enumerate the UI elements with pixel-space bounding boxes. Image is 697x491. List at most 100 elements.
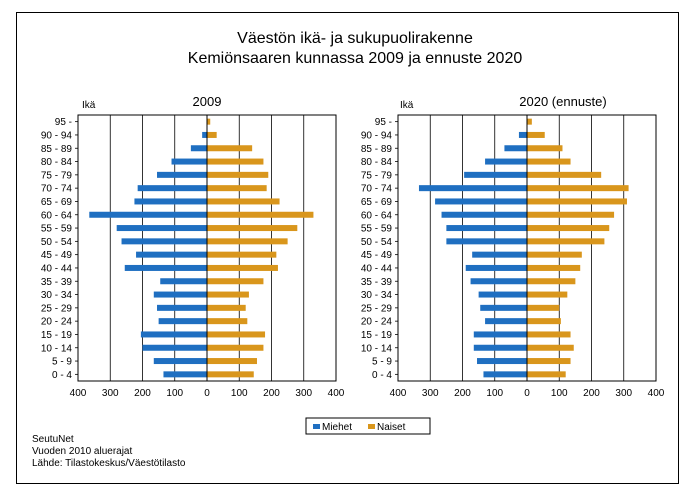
bar-females (207, 225, 298, 232)
bar-females (207, 331, 266, 338)
footer-data-source: Lähde: Tilastokeskus/Väestötilasto (32, 458, 186, 469)
y-axis-label: Ikä (400, 100, 414, 111)
legend-swatch-males (313, 424, 320, 429)
bar-males (441, 211, 527, 218)
bar-males (418, 185, 527, 192)
y-tick-label: 95 - (55, 117, 72, 128)
y-tick-label: 85 - 89 (361, 144, 393, 155)
y-tick-label: 25 - 29 (41, 303, 73, 314)
x-tick-label: 300 (422, 388, 439, 399)
bar-males (134, 198, 207, 205)
x-tick-label: 200 (583, 388, 600, 399)
bar-males (465, 264, 527, 271)
bar-females (527, 371, 566, 378)
bar-males (157, 304, 207, 311)
y-tick-label: 75 - 79 (361, 170, 393, 181)
y-tick-label: 55 - 59 (41, 224, 73, 235)
bar-males (485, 318, 527, 325)
bar-males (202, 131, 207, 138)
x-tick-label: 200 (134, 388, 151, 399)
bar-males (89, 211, 207, 218)
bar-females (207, 131, 217, 138)
y-tick-label: 45 - 49 (361, 250, 393, 261)
bar-males (157, 171, 207, 178)
bar-females (527, 331, 571, 338)
bar-females (527, 158, 571, 165)
bar-females (207, 251, 277, 258)
bar-females (527, 358, 571, 365)
y-tick-label: 0 - 4 (52, 370, 72, 381)
bar-females (207, 344, 264, 351)
chart-title-line2: Kemiönsaaren kunnassa 2009 ja ennuste 20… (188, 50, 523, 67)
x-tick-label: 100 (166, 388, 183, 399)
legend-label-males: Miehet (322, 422, 352, 433)
legend-label-females: Naiset (377, 422, 406, 433)
y-tick-label: 60 - 64 (361, 210, 393, 221)
panel-title: 2009 (193, 94, 222, 109)
footer-source-name: SeutuNet (32, 434, 74, 445)
bar-females (527, 318, 561, 325)
y-tick-label: 20 - 24 (41, 317, 73, 328)
bar-females (527, 171, 602, 178)
bar-females (207, 318, 248, 325)
y-tick-label: 20 - 24 (361, 317, 393, 328)
bar-males (136, 251, 207, 258)
x-tick-label: 100 (231, 388, 248, 399)
legend-swatch-females (368, 424, 375, 429)
bar-females (527, 211, 615, 218)
bar-females (527, 344, 574, 351)
bar-males (470, 278, 527, 285)
bar-males (121, 238, 207, 245)
y-tick-label: 65 - 69 (41, 197, 73, 208)
y-tick-label: 90 - 94 (41, 130, 73, 141)
x-tick-label: 200 (454, 388, 471, 399)
x-tick-label: 400 (648, 388, 665, 399)
y-tick-label: 40 - 44 (361, 263, 393, 274)
bar-females (527, 264, 581, 271)
y-tick-label: 10 - 14 (361, 343, 393, 354)
y-tick-label: 35 - 39 (41, 277, 73, 288)
y-axis-label: Ikä (82, 100, 96, 111)
bar-males (472, 251, 527, 258)
bar-females (207, 198, 280, 205)
bar-males (504, 145, 527, 152)
bar-females (527, 131, 545, 138)
bar-females (207, 158, 264, 165)
bar-males (124, 264, 207, 271)
bar-males (483, 371, 527, 378)
bar-males (464, 171, 527, 178)
bar-males (158, 318, 207, 325)
bar-males (478, 291, 527, 298)
bar-males (477, 358, 527, 365)
bar-males (153, 358, 207, 365)
bar-females (527, 185, 629, 192)
x-tick-label: 400 (390, 388, 407, 399)
bar-females (207, 304, 246, 311)
bar-males (160, 278, 207, 285)
footer-area-boundaries: Vuoden 2010 aluerajat (32, 446, 133, 457)
y-tick-label: 50 - 54 (361, 237, 393, 248)
bar-females (207, 211, 314, 218)
x-tick-label: 100 (551, 388, 568, 399)
y-tick-label: 80 - 84 (361, 157, 393, 168)
y-tick-label: 95 - (375, 117, 392, 128)
y-tick-label: 40 - 44 (41, 263, 73, 274)
bar-females (527, 291, 568, 298)
x-tick-label: 300 (102, 388, 119, 399)
bar-females (207, 171, 269, 178)
bar-females (207, 185, 267, 192)
y-tick-label: 90 - 94 (361, 130, 393, 141)
pyramid-2009: 2009 Ikä 400 300 200 100 0 100 200 300 400 0 - 4 5 -… (41, 94, 345, 399)
x-tick-label: 0 (204, 388, 210, 399)
y-tick-label: 65 - 69 (361, 197, 393, 208)
chart-frame (16, 12, 679, 484)
bar-males (140, 331, 207, 338)
bar-males (137, 185, 207, 192)
bar-females (527, 304, 560, 311)
bar-females (207, 145, 253, 152)
y-tick-label: 75 - 79 (41, 170, 73, 181)
bar-females (207, 358, 257, 365)
y-tick-label: 15 - 19 (41, 330, 73, 341)
bar-males (116, 225, 207, 232)
